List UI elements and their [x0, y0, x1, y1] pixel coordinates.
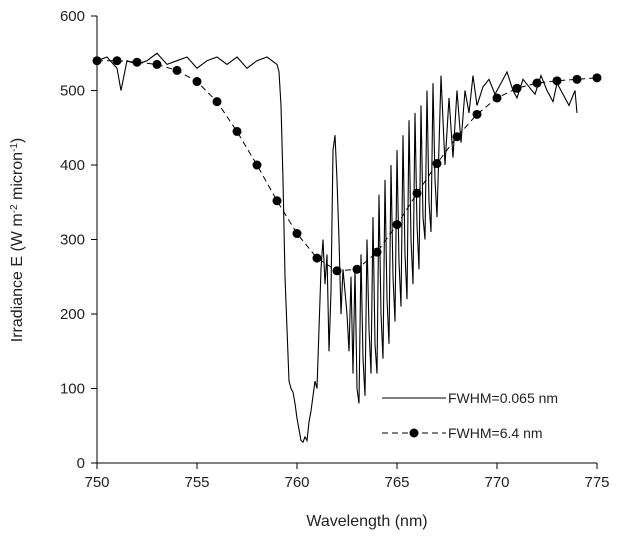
- y-axis-label-superscript: -1: [9, 143, 20, 152]
- y-axis-label-part: ): [9, 138, 26, 143]
- data-point: [292, 229, 302, 239]
- axes: 750 755 760 765 770 775 0 100 200 300 400 500 600: [60, 8, 610, 491]
- data-point: [372, 247, 382, 257]
- data-point: [392, 220, 402, 230]
- legend: FWHM=0.065 nm FWHM=6.4 nm: [382, 390, 558, 441]
- legend-marker: [409, 428, 419, 438]
- data-point: [452, 132, 462, 142]
- data-point: [312, 253, 322, 263]
- data-point: [572, 74, 582, 84]
- series-fwhm-6.4-line: [97, 60, 598, 272]
- data-point: [232, 126, 242, 136]
- data-point: [252, 160, 262, 170]
- x-tick-label: 770: [484, 474, 509, 491]
- data-point: [432, 159, 442, 169]
- y-tick-label: 100: [60, 381, 85, 398]
- x-tick-label: 760: [284, 474, 309, 491]
- data-point: [272, 196, 282, 206]
- data-point: [172, 65, 182, 75]
- y-tick-label: 300: [60, 232, 85, 249]
- data-point: [192, 77, 202, 87]
- plot-area: [92, 52, 602, 443]
- data-point: [352, 264, 362, 274]
- data-point: [212, 97, 222, 107]
- x-tick-label: 755: [184, 474, 209, 491]
- legend-label: FWHM=6.4 nm: [448, 425, 543, 441]
- x-axis-label: Wavelength (nm): [306, 513, 427, 530]
- x-tick-label: 750: [84, 474, 109, 491]
- series-fwhm-0.065-line: [96, 52, 578, 443]
- data-point: [492, 93, 502, 103]
- y-axis-label-part: micron: [9, 152, 26, 204]
- y-tick-label: 400: [60, 157, 85, 174]
- y-tick-label: 600: [60, 8, 85, 25]
- data-point: [592, 73, 602, 83]
- y-tick-label: 0: [77, 455, 85, 472]
- data-point: [152, 59, 162, 69]
- x-tick-label: 775: [584, 474, 609, 491]
- data-point: [332, 266, 342, 276]
- data-point: [552, 76, 562, 86]
- data-point: [92, 56, 102, 66]
- data-point: [512, 83, 522, 93]
- legend-label: FWHM=0.065 nm: [448, 390, 558, 406]
- data-point: [112, 56, 122, 66]
- data-point: [132, 57, 142, 67]
- x-tick-label: 765: [384, 474, 409, 491]
- y-axis-label-superscript: -2: [9, 204, 20, 213]
- data-point: [412, 188, 422, 198]
- data-point: [532, 78, 542, 88]
- data-point: [472, 109, 482, 119]
- y-tick-label: 500: [60, 83, 85, 100]
- y-tick-label: 200: [60, 306, 85, 323]
- y-axis-label: Irradiance E (W m-2 micron-1): [9, 138, 27, 343]
- y-axis-label-part: Irradiance E (W m: [9, 213, 26, 342]
